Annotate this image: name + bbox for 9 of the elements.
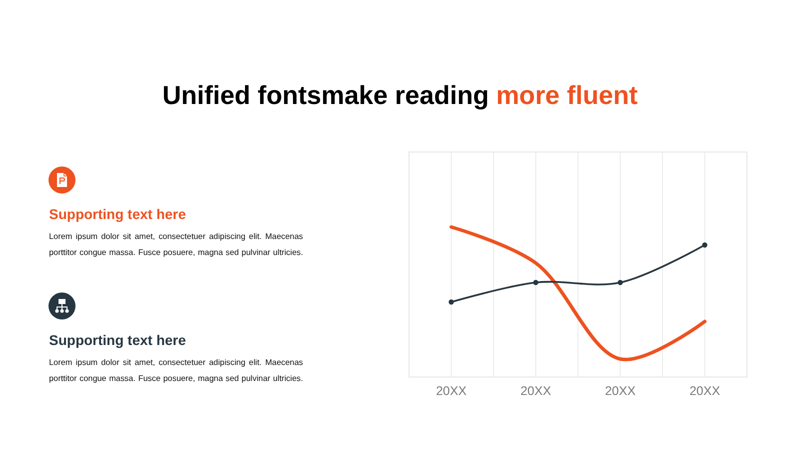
chart-title: Unified fontsmake reading more fluent [162,80,638,110]
text: Lorem ipsum dolor sit amet, consectetuer adipiscing elit. Maecenas porttitor congue massa. Fusce posuere, magna sed pulvinar ultricies. [49,231,303,259]
text: Supporting text here [49,331,187,349]
x-tick-label: 20XX [604,384,636,398]
x-tick-label: 20XX [436,384,468,398]
text: Supporting text here [49,205,187,223]
text: Lorem ipsum dolor sit amet, consectetuer adipiscing elit. Maecenas porttitor congue massa. Fusce posuere, magna sed pulvinar ultricies. [49,357,303,385]
x-tick-label: 20XX [689,384,721,398]
x-tick-label: 20XX [520,384,552,398]
